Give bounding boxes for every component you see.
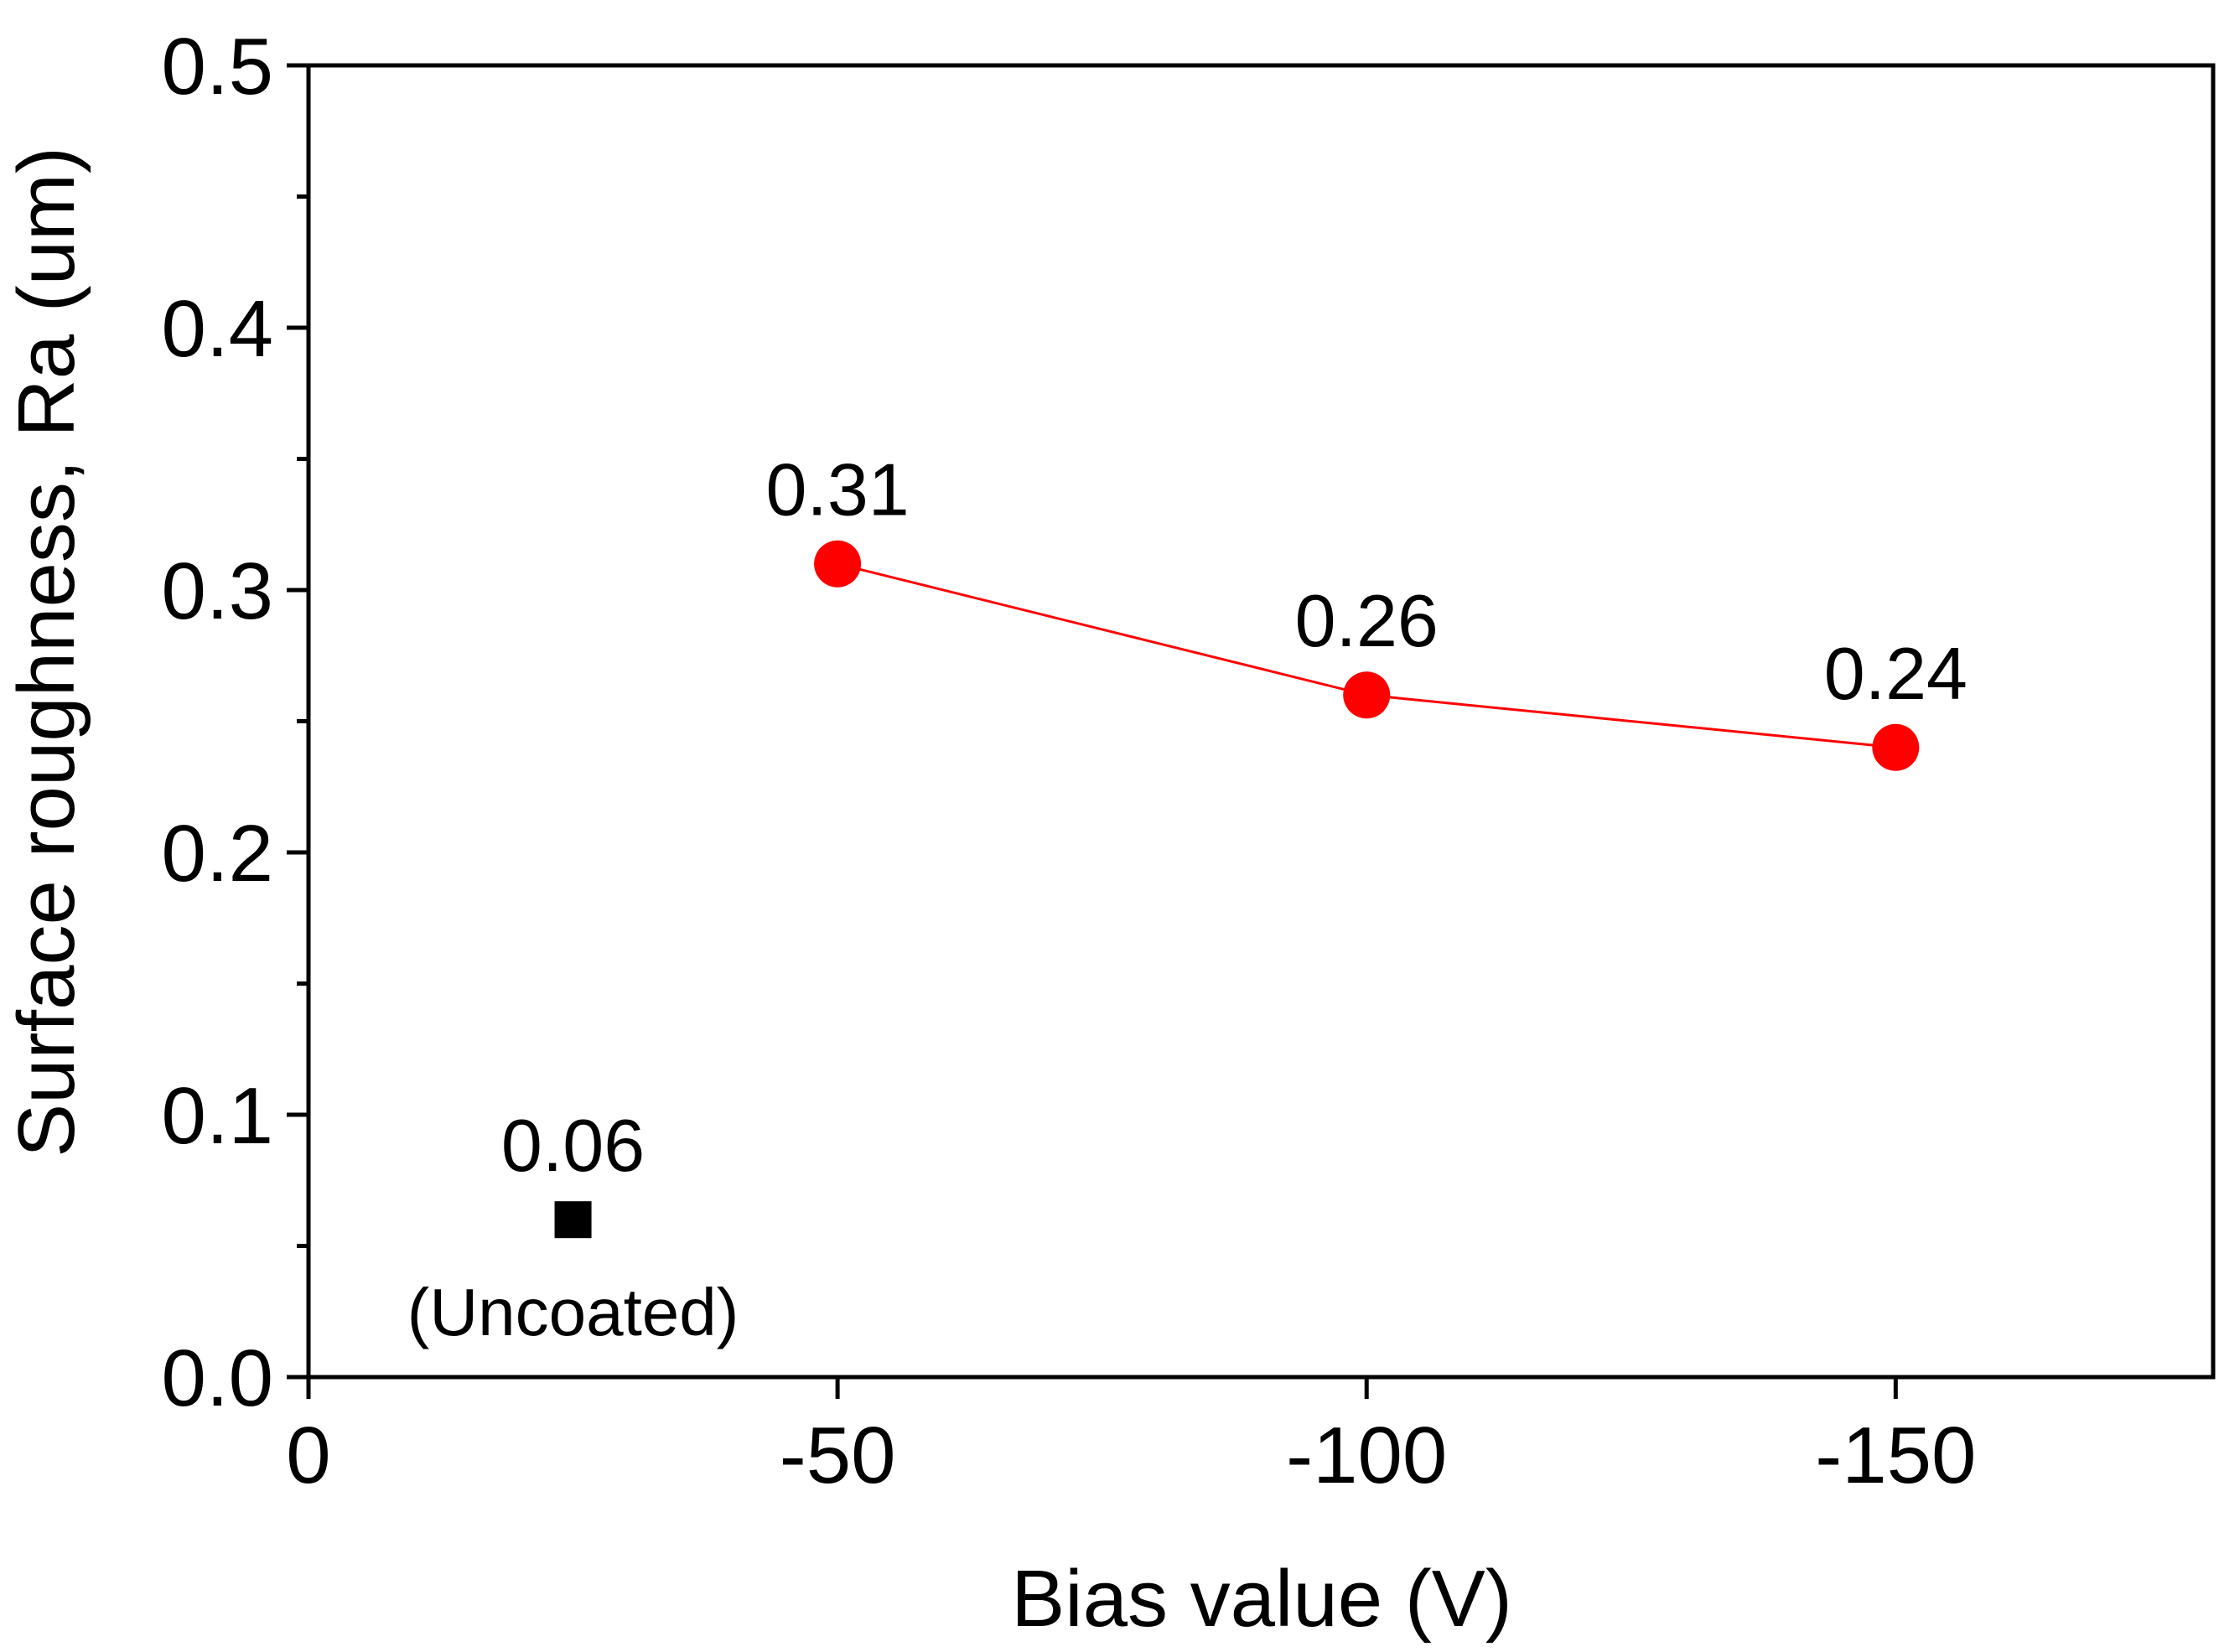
y-tick-label: 0.4 xyxy=(162,284,273,374)
series xyxy=(554,540,1920,1239)
data-point-circle xyxy=(1872,723,1920,771)
x-axis-title: Bias value (V) xyxy=(1011,1554,1512,1644)
y-tick-label: 0.2 xyxy=(162,809,273,899)
data-labels: 0.06 (Uncoated) 0.31 0.26 0.24 xyxy=(407,448,1968,1349)
series-uncoated xyxy=(554,1201,592,1239)
y-axis-title: Surface roughness, Ra (um) xyxy=(2,147,91,1157)
y-tick-label: 0.0 xyxy=(162,1334,273,1423)
data-point-circle xyxy=(814,540,862,588)
series-coated xyxy=(814,540,1920,771)
data-point-circle xyxy=(1343,671,1391,719)
data-point-square xyxy=(554,1201,592,1239)
data-label: 0.31 xyxy=(765,448,909,531)
x-tick-label: -50 xyxy=(780,1411,896,1500)
y-tick-label: 0.1 xyxy=(162,1071,273,1161)
y-tick-label: 0.3 xyxy=(162,546,273,636)
axes: 0.0 0.1 0.2 0.3 0.4 0.5 0 -50 -100 -150 xyxy=(162,22,2216,1500)
data-label: 0.26 xyxy=(1295,579,1439,662)
x-tick-label: -100 xyxy=(1286,1411,1447,1500)
data-label: 0.06 xyxy=(501,1104,645,1187)
x-tick-label: -150 xyxy=(1815,1411,1976,1500)
y-tick-label: 0.5 xyxy=(162,22,273,111)
series-note-label: (Uncoated) xyxy=(407,1275,739,1349)
x-tick-label: 0 xyxy=(286,1411,330,1500)
data-label: 0.24 xyxy=(1824,632,1968,715)
